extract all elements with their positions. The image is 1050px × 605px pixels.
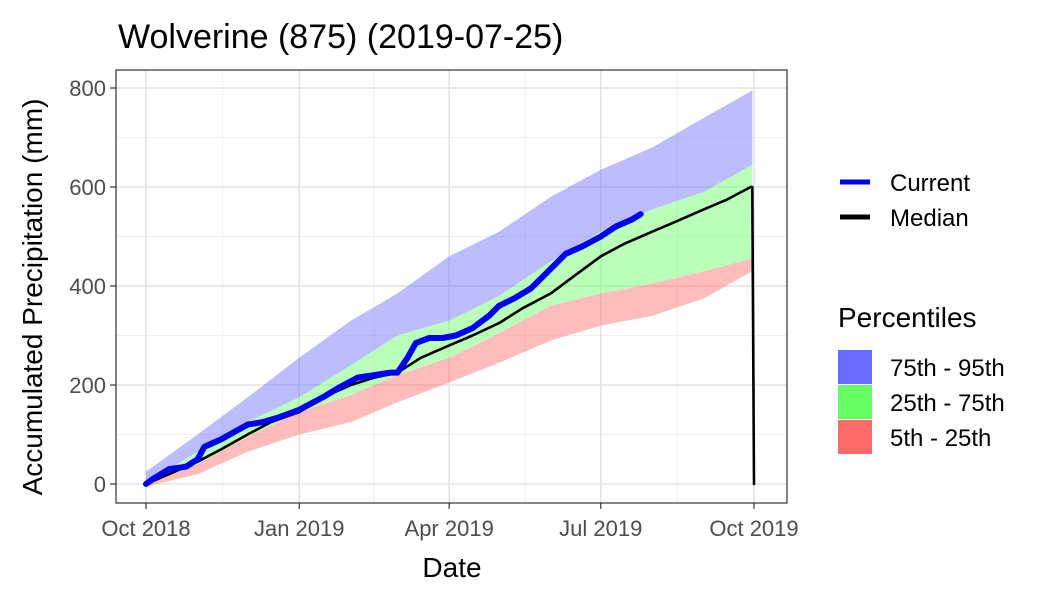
band-75th-95th [146, 90, 753, 483]
series-lines [143, 185, 756, 487]
legend-line-label: Median [890, 205, 969, 232]
y-tick-label: 200 [69, 373, 106, 398]
legend-band-swatch [838, 385, 872, 419]
x-axis-title: Date [422, 552, 481, 583]
grid [116, 70, 787, 503]
legend-band-label: 75th - 95th [890, 355, 1005, 382]
band-5th-25th [146, 258, 753, 487]
legend-band-swatch [838, 420, 872, 454]
x-tick-label: Apr 2019 [405, 516, 494, 541]
axes: 0 200 400 600 800 Oct 2018 Jan 2019 Apr 2019 Jul… [69, 76, 798, 541]
legend-bands-title: Percentiles [838, 302, 977, 333]
legend-band-swatch [838, 350, 872, 384]
y-tick-label: 600 [69, 175, 106, 200]
y-tick-label: 400 [69, 274, 106, 299]
y-tick-label: 800 [69, 76, 106, 101]
legend-band-label: 5th - 25th [890, 425, 991, 452]
y-tick-label: 0 [94, 472, 106, 497]
series-line-median [144, 185, 756, 486]
legend-band-label: 25th - 75th [890, 390, 1005, 417]
percentile-bands [146, 90, 753, 487]
x-tick-label: Oct 2018 [101, 516, 190, 541]
x-tick-label: Oct 2019 [709, 516, 798, 541]
x-tick-label: Jan 2019 [254, 516, 345, 541]
legend: Percentiles Current Median 75th - 95th 25th… [838, 170, 1005, 454]
x-tick-label: Jul 2019 [559, 516, 642, 541]
legend-line-label: Current [890, 170, 970, 197]
band-25th-75th [146, 164, 753, 486]
y-axis-title: Accumulated Precipitation (mm) [17, 99, 48, 496]
series-line-current [143, 211, 644, 487]
chart-title: Wolverine (875) (2019-07-25) [118, 18, 563, 56]
